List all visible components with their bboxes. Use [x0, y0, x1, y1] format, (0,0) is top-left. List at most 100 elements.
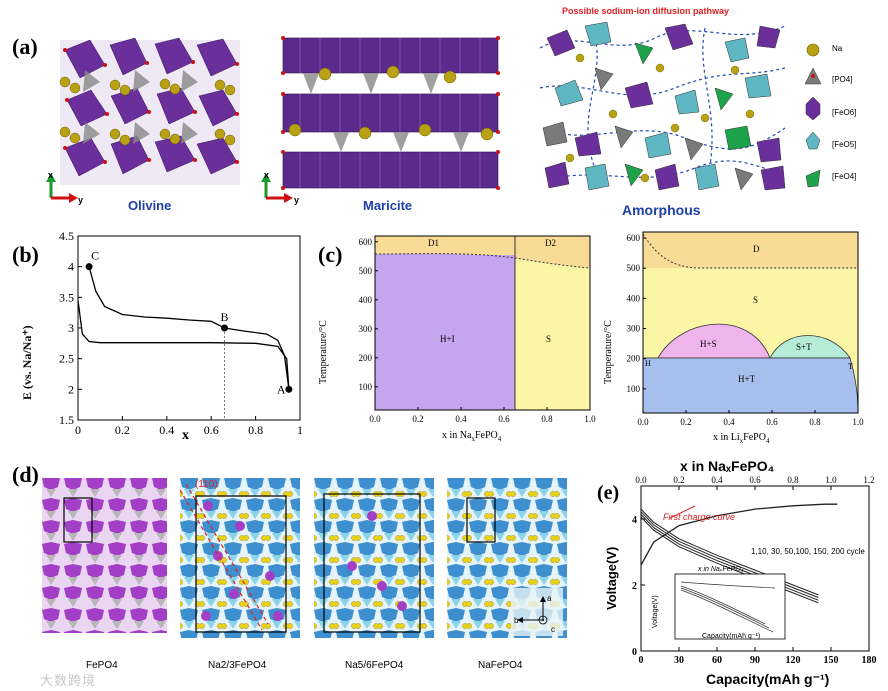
- c-xtick-label: 0.8: [809, 417, 821, 427]
- maricite-axis-y: y: [294, 195, 300, 205]
- region-d1: D1: [428, 238, 439, 248]
- c-ytick-label: 300: [359, 324, 373, 334]
- cr-xlabel-post: FePO: [743, 432, 766, 443]
- pathway-title: Possible sodium-ion diffusion pathway: [562, 6, 730, 16]
- e-toptick-label: 1.2: [863, 475, 874, 485]
- olivine-structure: [59, 37, 240, 185]
- caption-fepo4: FePO4: [86, 660, 118, 671]
- b-xtick-label: 0.4: [159, 423, 174, 437]
- c-ytick-label: 600: [627, 233, 641, 243]
- cl-xlabel-post: FePO: [474, 430, 498, 441]
- c-xtick-label: 0.4: [723, 417, 735, 427]
- caption-amorphous: Amorphous: [622, 202, 701, 218]
- c-ytick-label: 200: [359, 353, 373, 363]
- e-toptick-label: 0.4: [711, 475, 723, 485]
- b-point-B: [221, 324, 229, 332]
- b-ytick-label: 3.5: [59, 290, 74, 304]
- b-point-C: [85, 263, 93, 271]
- maricite-axes: [261, 173, 293, 203]
- region-t: T: [848, 362, 853, 371]
- inset-ylabel: Voltage(V): [652, 595, 659, 628]
- c-ytick-label: 600: [359, 237, 373, 247]
- c-xtick-label: 0.6: [498, 414, 510, 424]
- c-xtick-label: 1.0: [584, 414, 596, 424]
- e-xtick-label: 150: [824, 655, 839, 666]
- cr-xlabel-sub: x: [739, 437, 744, 445]
- panel-c-right: 0.0 0.2 0.4 0.6 0.8 1.0 100 200 300 400 500 600: [627, 231, 864, 427]
- e-toptick-label: 0.6: [749, 475, 761, 485]
- amorphous-structure: [539, 21, 786, 191]
- caption-maricite: Maricite: [363, 198, 413, 213]
- caption-na56: Na5/6FePO4: [345, 660, 404, 671]
- panel-e-label: (e): [597, 482, 620, 504]
- first-charge-label: First charge curve: [663, 512, 736, 522]
- discharge-curve: [640, 508, 819, 596]
- b-xtick-label: 0.2: [115, 423, 130, 437]
- region-st: S+T: [796, 342, 812, 352]
- b-ytick-label: 1.5: [59, 413, 74, 427]
- caption-na23: Na2/3FePO4: [208, 660, 267, 671]
- discharge-curve: [77, 300, 290, 390]
- c-ytick-label: 400: [627, 293, 641, 303]
- inset-xlabel: Capacity(mAh g⁻¹): [702, 633, 761, 640]
- panel-b-chart: 0 0.2 0.4 0.6 0.8 1 1.5 2 2.5 3 3.5 4 4.5 C B A: [59, 229, 303, 437]
- cl-xlabel-sub2: 4: [497, 435, 502, 443]
- e-toptick-label: 0.0: [635, 475, 647, 485]
- b-xtick-label: 1: [297, 423, 303, 437]
- inset-curves: [680, 581, 776, 633]
- olivine-axis-x: x: [48, 170, 54, 180]
- crystal-na56fepo4: [314, 478, 434, 638]
- c-xtick-label: 1.0: [852, 417, 864, 427]
- b-point-label-C: C: [91, 249, 99, 263]
- panel-c-right-xlabel: x in LixFePO4: [713, 432, 769, 445]
- olivine-axes: [46, 173, 78, 203]
- region-ht: H+T: [738, 374, 756, 384]
- region-d2: D2: [545, 238, 556, 248]
- axis-b: b: [514, 616, 519, 625]
- e-xtick-label: 90: [750, 655, 760, 666]
- axis-a: a: [547, 594, 552, 603]
- maricite-structure: [281, 36, 500, 190]
- first-charge-curve: [640, 503, 838, 566]
- b-point-label-B: B: [221, 310, 229, 324]
- c-xtick-label: 0.6: [766, 417, 778, 427]
- e-xtick-label: 0: [639, 655, 644, 666]
- legend-po4: [PO4]: [832, 75, 853, 84]
- region-hi: H+I: [440, 334, 455, 344]
- region-s-right: S: [753, 295, 759, 305]
- cl-xlabel-sub: x: [471, 435, 475, 443]
- c-ytick-label: 300: [627, 324, 641, 334]
- panel-c-label: (c): [318, 242, 343, 267]
- c-xtick-label: 0.8: [541, 414, 553, 424]
- cr-xlabel-sub2: 4: [765, 437, 770, 445]
- plane-110: (110): [195, 479, 218, 490]
- b-ytick-label: 2.5: [59, 352, 74, 366]
- c-xtick-label: 0.4: [455, 414, 467, 424]
- c-ytick-label: 100: [359, 382, 373, 392]
- cl-xlabel-pre: x in Na: [442, 430, 472, 441]
- e-toptick-label: 0.8: [787, 475, 799, 485]
- e-toptick-label: 0.2: [673, 475, 684, 485]
- panel-b-frame: [77, 235, 301, 421]
- legend-feo5: [FeO5]: [832, 140, 857, 149]
- panel-e-xlabel: Capacity(mAh g⁻¹): [706, 671, 830, 687]
- e-xtick-label: 30: [674, 655, 684, 666]
- e-ytick-label: 0: [632, 647, 637, 658]
- legend-na: Na: [832, 44, 843, 53]
- e-xtick-label: 180: [862, 655, 877, 666]
- olivine-axis-y: y: [78, 195, 84, 205]
- panel-c-left-xlabel: x in NaxFePO4: [442, 430, 501, 443]
- crystal-nafepo4: [447, 478, 567, 638]
- cycles-label: 1,10, 30, 50,100, 150, 200 cycle: [751, 547, 865, 556]
- e-xtick-label: 60: [712, 655, 722, 666]
- discharge-curve: [640, 514, 819, 601]
- panel-b-ylabel: E (vs. Na/Na⁺): [20, 325, 34, 400]
- c-ytick-label: 200: [627, 354, 641, 364]
- c-xtick-label: 0.2: [412, 414, 423, 424]
- e-toptick-label: 1.0: [825, 475, 837, 485]
- b-xtick-label: 0.8: [248, 423, 263, 437]
- panel-e-chart: 0 30 60 90 120 150 180 0 2 4 0.0 0.2 0.4 0.6 0.8 1.0 1.2: [632, 475, 877, 666]
- region-d: D: [753, 244, 760, 254]
- b-point-label-A: A: [277, 382, 286, 396]
- panel-b-label: (b): [12, 242, 39, 267]
